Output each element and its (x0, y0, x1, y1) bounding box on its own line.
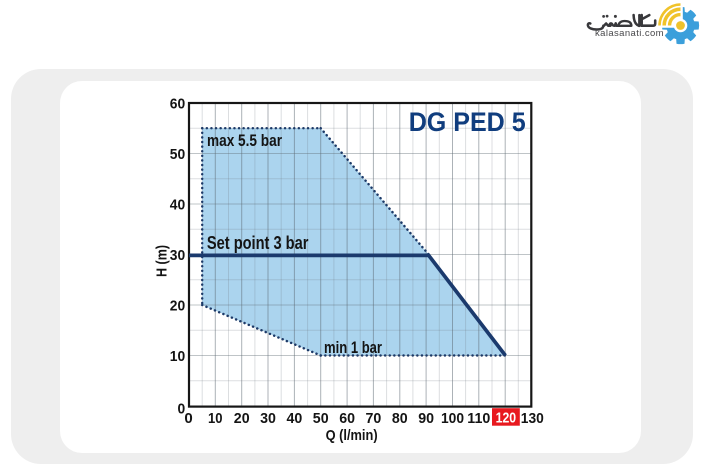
svg-text:0: 0 (178, 401, 186, 418)
svg-text:90: 90 (418, 410, 434, 427)
svg-text:70: 70 (366, 410, 382, 427)
svg-text:Q (l/min): Q (l/min) (326, 427, 378, 444)
svg-text:50: 50 (313, 410, 329, 427)
svg-text:60: 60 (170, 95, 185, 112)
svg-text:H (m): H (m) (154, 245, 171, 277)
svg-text:80: 80 (392, 410, 408, 427)
svg-text:110: 110 (467, 410, 490, 427)
svg-text:Set point 3 bar: Set point 3 bar (207, 233, 309, 253)
svg-text:max 5.5 bar: max 5.5 bar (207, 132, 282, 150)
svg-text:min 1 bar: min 1 bar (324, 339, 382, 357)
svg-text:20: 20 (170, 297, 185, 314)
svg-text:10: 10 (170, 348, 185, 365)
svg-text:50: 50 (170, 146, 185, 163)
svg-text:kalasanati.com: kalasanati.com (595, 28, 664, 39)
svg-text:30: 30 (170, 247, 185, 264)
svg-text:100: 100 (441, 410, 464, 427)
svg-text:0: 0 (184, 410, 192, 427)
svg-text:130: 130 (521, 410, 544, 427)
svg-text:DG PED 5: DG PED 5 (409, 107, 526, 137)
svg-text:40: 40 (170, 196, 185, 213)
svg-text:120: 120 (496, 409, 517, 426)
svg-text:20: 20 (234, 410, 250, 427)
svg-text:40: 40 (287, 410, 303, 427)
svg-text:60: 60 (339, 410, 355, 427)
svg-text:30: 30 (260, 410, 276, 427)
svg-text:10: 10 (208, 410, 223, 427)
